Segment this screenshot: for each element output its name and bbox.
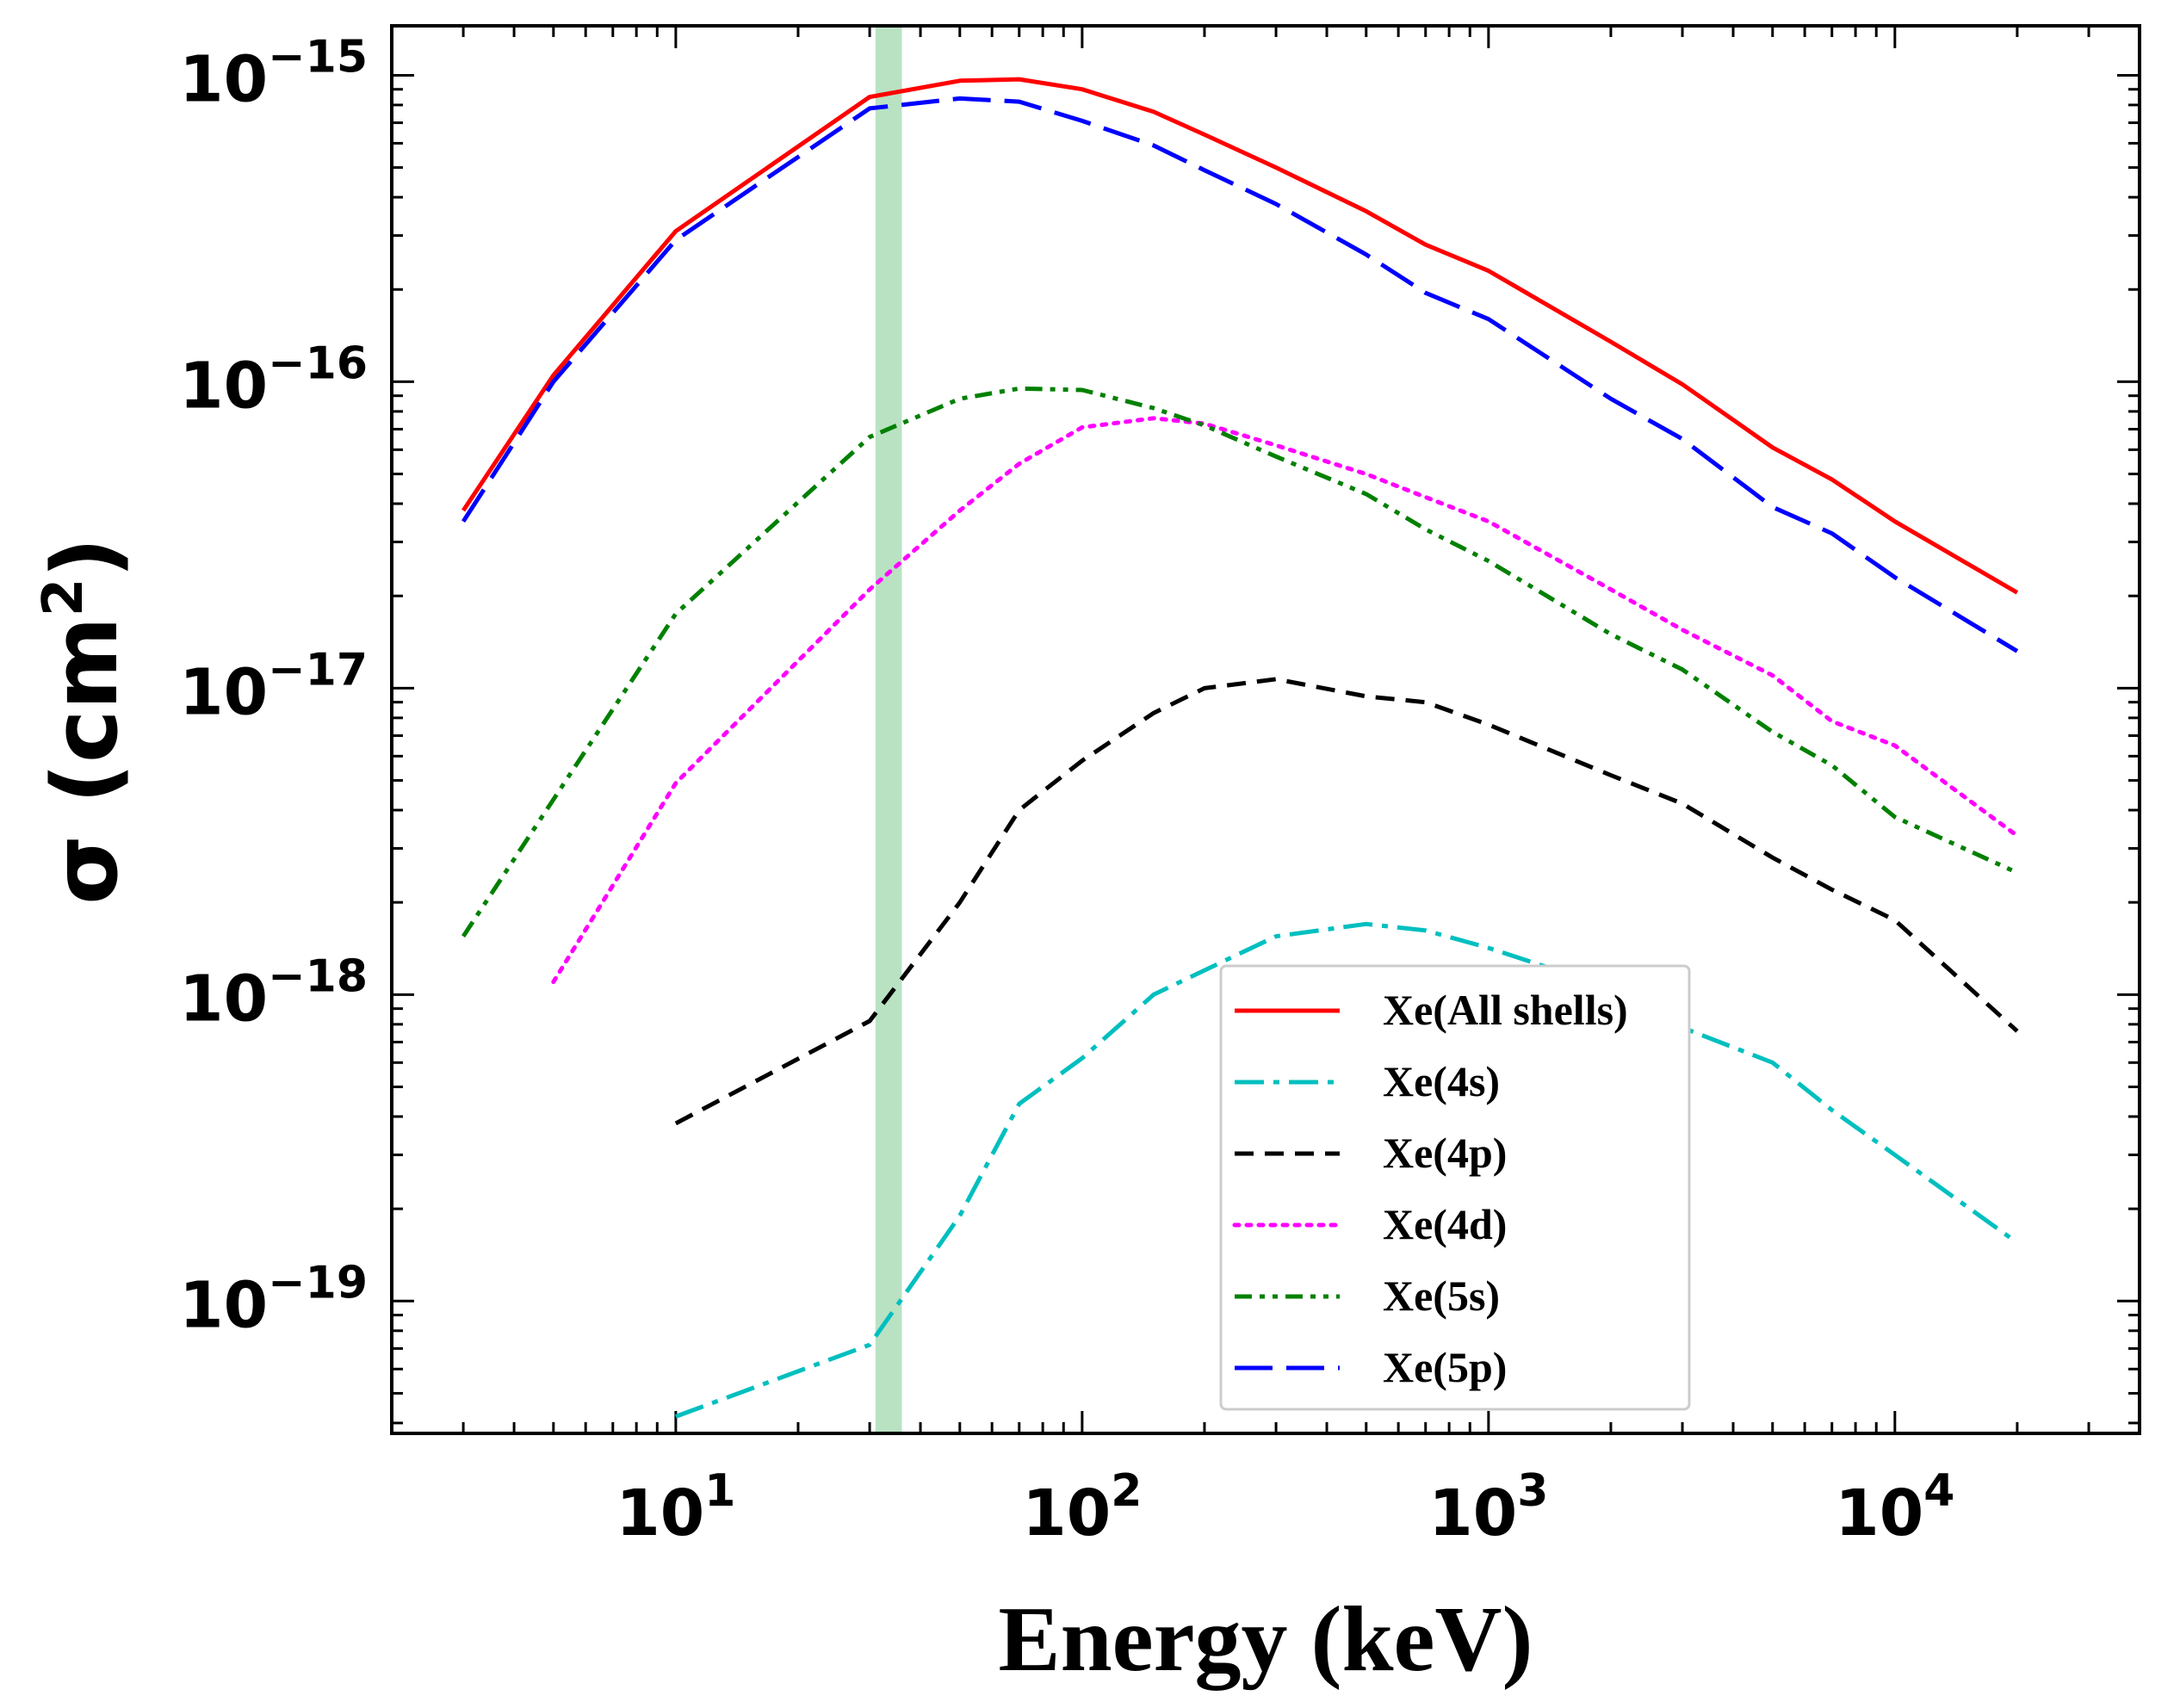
- x-tick-label-base: 10: [616, 1476, 704, 1550]
- highlight-band: [875, 26, 902, 1433]
- x-tick-label: 104: [1835, 1465, 1954, 1550]
- y-tick-label-base: 10: [179, 962, 268, 1036]
- legend-label-3: Xe(4d): [1383, 1200, 1507, 1248]
- legend: Xe(All shells) Xe(4s) Xe(4p) Xe(4d) Xe(5s) Xe…: [1219, 964, 1691, 1411]
- x-tick-label: 102: [1022, 1465, 1142, 1550]
- x-tick-label-exp: 3: [1517, 1465, 1548, 1517]
- x-tick-label: 101: [616, 1465, 735, 1550]
- y-tick-label-exp: −18: [268, 950, 368, 1002]
- series-line-0: [461, 77, 2019, 595]
- y-axis-label-close: ): [33, 537, 138, 579]
- tick-marks: [390, 26, 2141, 1433]
- y-tick-label: 10−19: [179, 1257, 368, 1342]
- x-tick-label-base: 10: [1428, 1476, 1517, 1550]
- y-tick-label-base: 10: [179, 655, 268, 729]
- legend-label-1: Xe(4s): [1383, 1057, 1500, 1105]
- series-line-4: [461, 386, 2018, 938]
- y-tick-label-exp: −15: [268, 31, 368, 83]
- series-line-2: [674, 677, 2019, 1126]
- y-tick-label-base: 10: [179, 42, 268, 116]
- x-tick-label-exp: 1: [704, 1465, 735, 1517]
- x-tick-label-base: 10: [1022, 1476, 1111, 1550]
- legend-label-0: Xe(All shells): [1383, 986, 1628, 1034]
- y-tick-label: 10−18: [179, 950, 368, 1036]
- y-tick-label-exp: −19: [268, 1257, 368, 1309]
- y-axis-label: σ (cm2): [32, 537, 138, 905]
- y-tick-label-base: 10: [179, 1268, 268, 1342]
- legend-label-4: Xe(5s): [1383, 1272, 1500, 1320]
- legend-items: Xe(All shells) Xe(4s) Xe(4p) Xe(4d) Xe(5s) Xe…: [1232, 986, 1628, 1391]
- y-axis-label-main: σ (cm: [33, 616, 138, 905]
- series-line-3: [551, 416, 2020, 985]
- x-tick-label-exp: 2: [1111, 1465, 1142, 1517]
- y-axis-label-sup: 2: [32, 579, 96, 617]
- y-tick-label-exp: −17: [268, 644, 368, 696]
- series-line-1: [675, 921, 2019, 1419]
- y-tick-label: 10−16: [179, 337, 368, 423]
- x-tick-label-base: 10: [1835, 1476, 1923, 1550]
- y-tick-label: 10−15: [179, 31, 368, 116]
- legend-label-2: Xe(4p): [1383, 1129, 1507, 1177]
- y-tick-label: 10−17: [179, 644, 368, 729]
- plot-frame: [390, 24, 2141, 1435]
- y-tick-label-exp: −16: [268, 337, 368, 389]
- x-tick-label-exp: 4: [1923, 1465, 1954, 1517]
- highlight-band-layer: [875, 26, 902, 1433]
- x-tick-label: 103: [1428, 1465, 1548, 1550]
- series-line-5: [461, 96, 2019, 653]
- y-tick-label-base: 10: [179, 349, 268, 423]
- legend-label-5: Xe(5p): [1383, 1343, 1507, 1391]
- x-axis-label: Energy (keV): [999, 1588, 1533, 1691]
- series-layer: [461, 77, 2020, 1419]
